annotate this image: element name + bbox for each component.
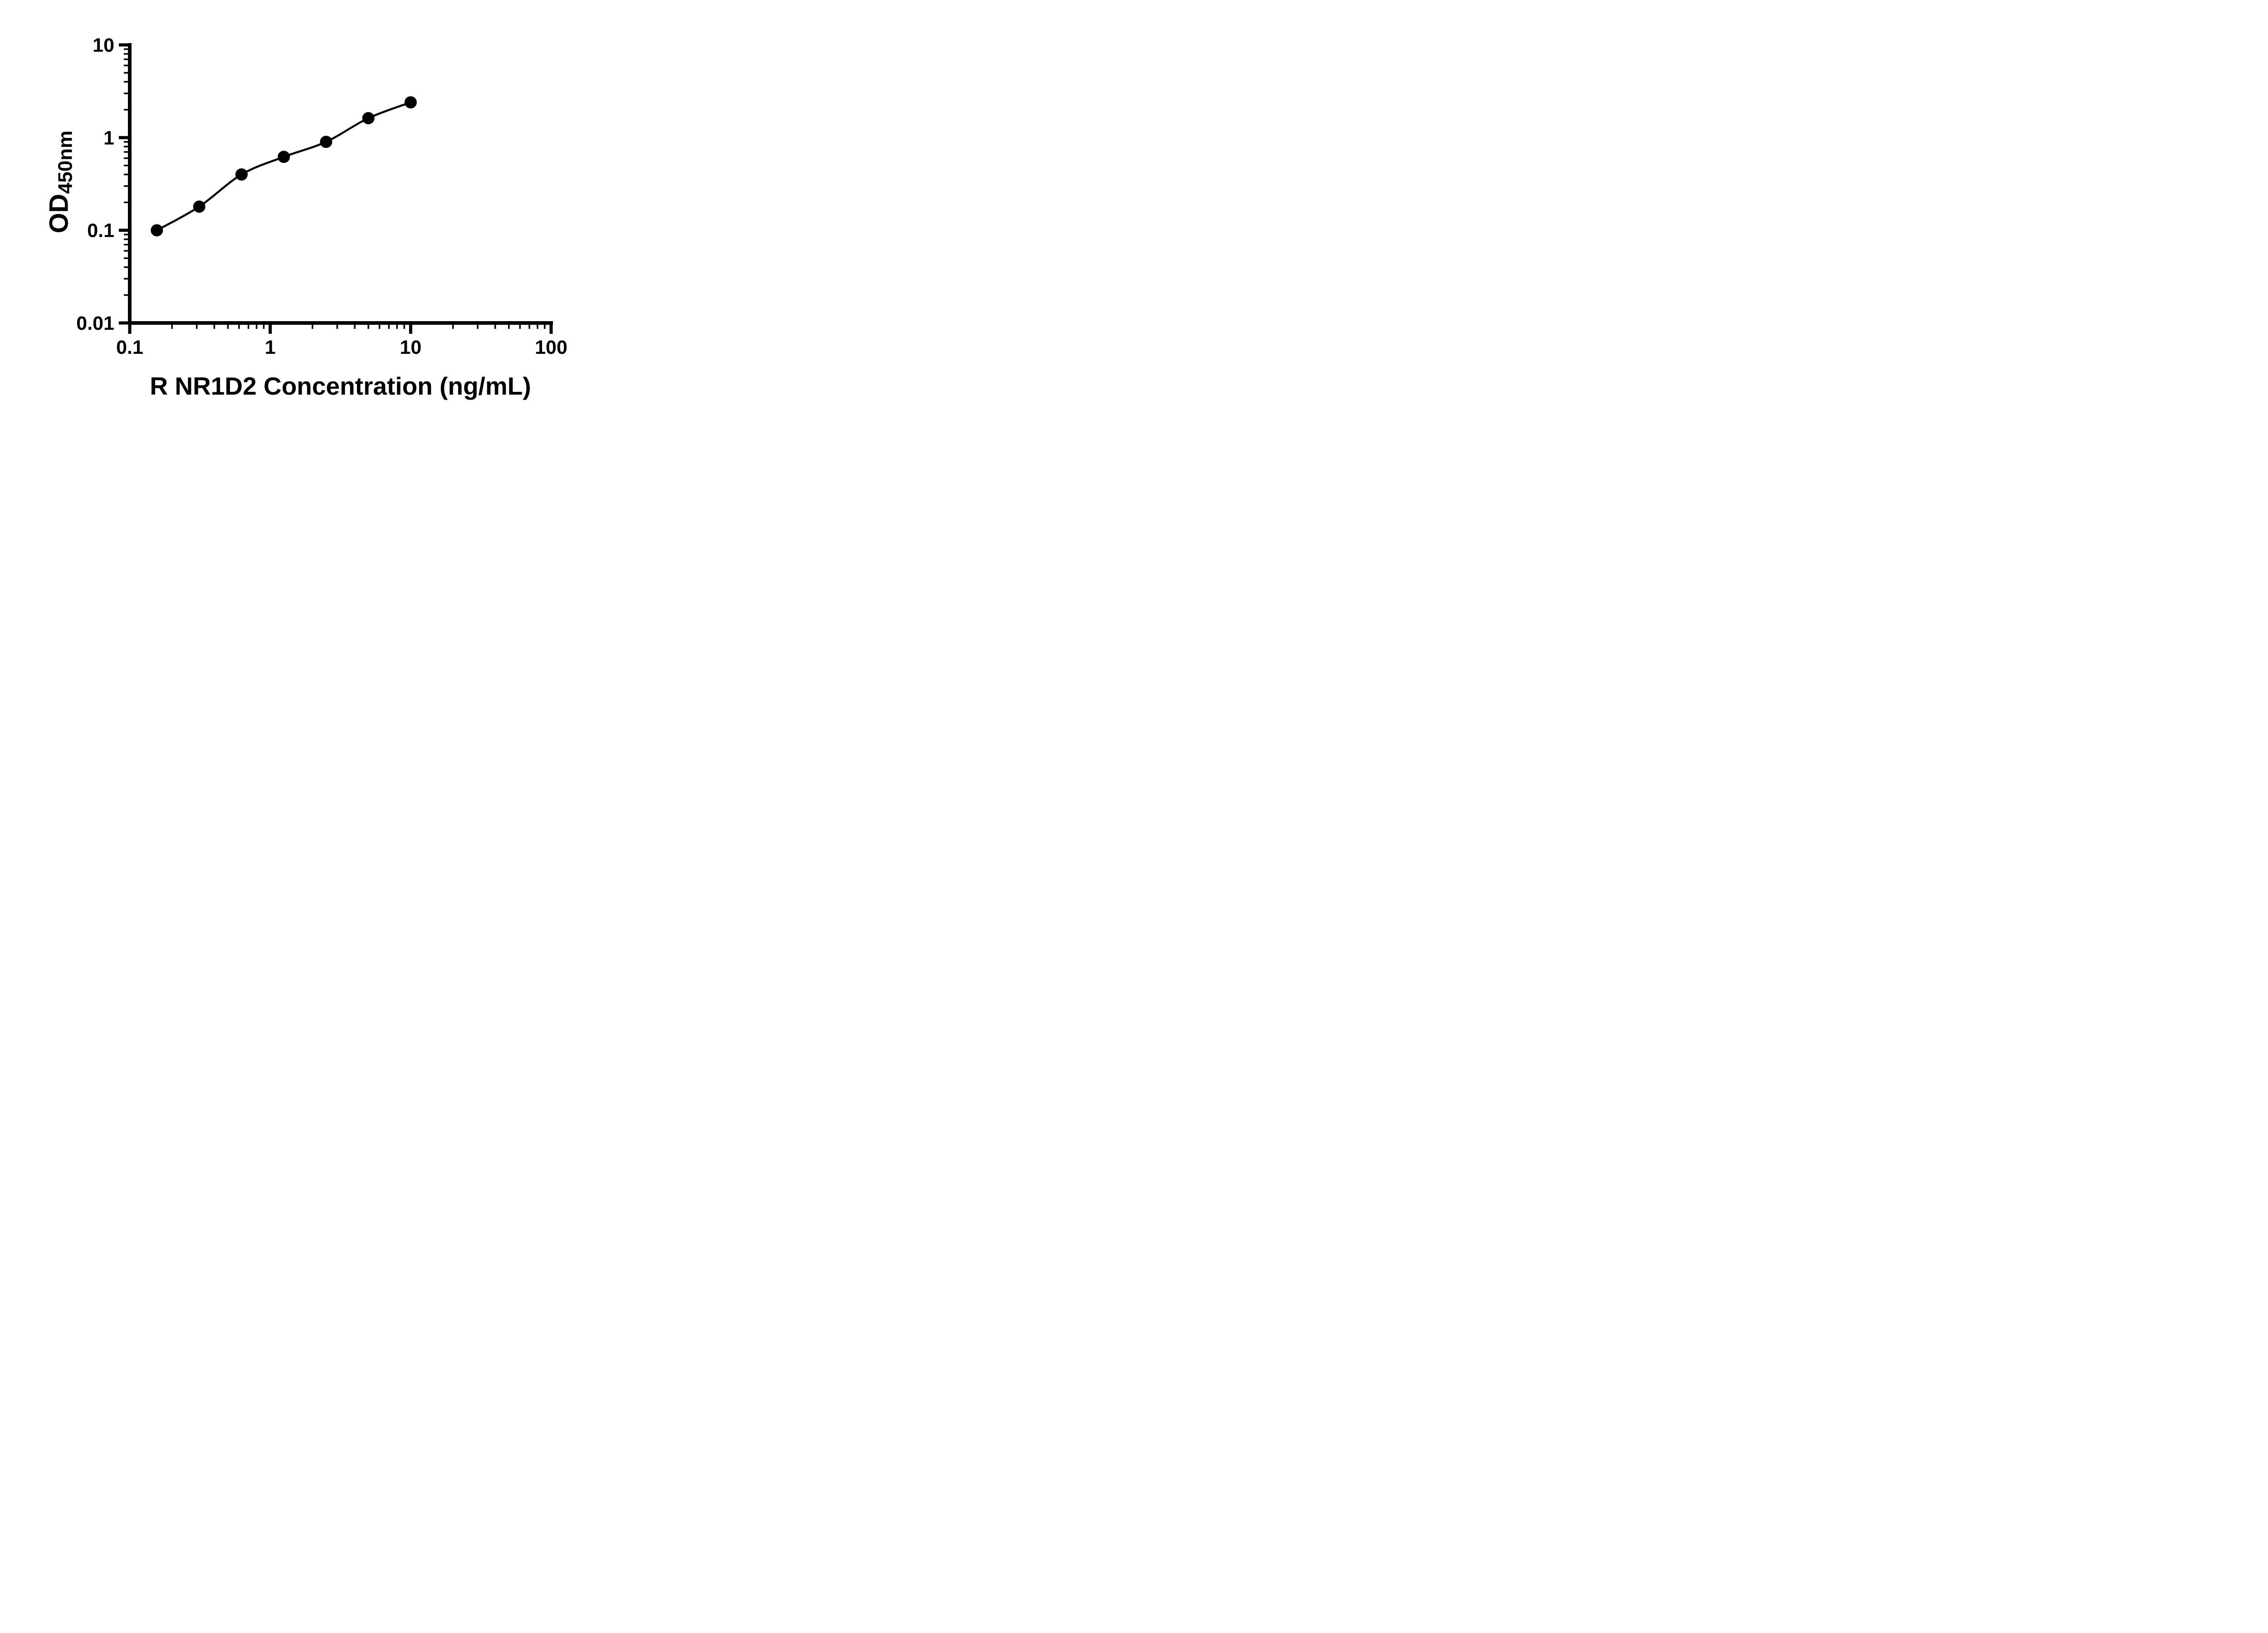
data-point bbox=[235, 168, 248, 181]
y-tick-label: 1 bbox=[103, 127, 114, 149]
data-point bbox=[320, 136, 332, 148]
x-tick-label: 0.1 bbox=[116, 337, 143, 358]
x-tick-label: 100 bbox=[535, 337, 567, 358]
x-tick-label: 10 bbox=[400, 337, 421, 358]
data-point bbox=[278, 151, 290, 163]
y-tick-label: 0.1 bbox=[87, 220, 114, 242]
data-point bbox=[404, 96, 417, 109]
y-tick-label: 10 bbox=[93, 34, 114, 56]
x-tick-label: 1 bbox=[265, 337, 276, 358]
data-point bbox=[151, 224, 163, 237]
data-point bbox=[362, 112, 375, 124]
data-point bbox=[193, 200, 205, 213]
elisa-standard-curve-figure: OD450nm 0.1 1 10 100 0.01 0.1 1 10 R NR1D2 Conc… bbox=[18, 7, 601, 416]
x-axis-title: R NR1D2 Concentration (ng/mL) bbox=[150, 372, 531, 400]
y-tick-label: 0.01 bbox=[76, 313, 114, 334]
